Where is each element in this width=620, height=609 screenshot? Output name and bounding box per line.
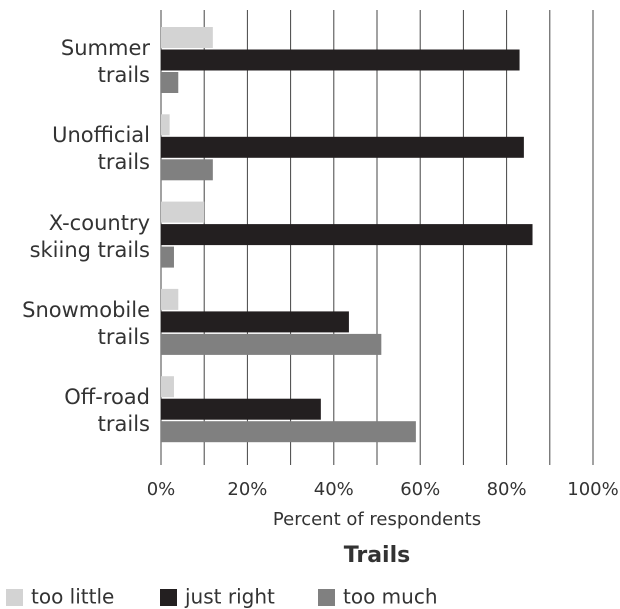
legend-swatch — [318, 589, 335, 606]
legend-label: too much — [343, 585, 438, 609]
bar — [161, 224, 533, 246]
legend-label: too little — [31, 585, 114, 609]
x-tick-label: 60% — [400, 479, 440, 500]
bar — [161, 72, 179, 93]
y-tick-label: Off-road trails — [64, 385, 150, 437]
bar — [161, 421, 416, 443]
bar — [161, 376, 174, 398]
y-tick-label: X-country skiing trails — [29, 210, 150, 262]
bar — [161, 398, 321, 420]
x-axis-label: Percent of respondents — [273, 509, 481, 530]
bar — [161, 114, 170, 136]
x-tick-label: 0% — [147, 479, 176, 500]
bar — [161, 201, 205, 223]
bar — [161, 136, 524, 158]
x-tick-label: 20% — [227, 479, 267, 500]
legend-swatch — [6, 589, 23, 606]
x-tick-label: 100% — [567, 479, 618, 500]
bar — [161, 288, 179, 310]
bar — [161, 246, 174, 268]
bar — [161, 311, 349, 333]
legend-label: just right — [184, 585, 275, 609]
bar — [161, 49, 520, 71]
bar — [161, 27, 213, 48]
bar — [161, 333, 382, 355]
bar — [161, 159, 213, 181]
x-tick-label: 40% — [314, 479, 354, 500]
y-tick-label: Snowmobile trails — [22, 297, 150, 349]
y-tick-label: Summer trails — [60, 36, 150, 87]
chart-title: Trails — [344, 543, 410, 568]
legend-swatch — [160, 589, 177, 606]
x-tick-label: 80% — [487, 479, 527, 500]
y-tick-label: Unofficial trails — [52, 123, 150, 175]
